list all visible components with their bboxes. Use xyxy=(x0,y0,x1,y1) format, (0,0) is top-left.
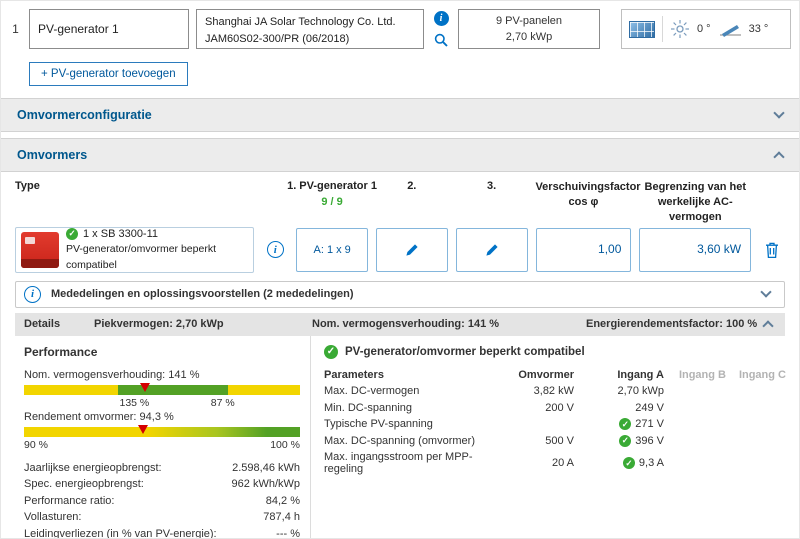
list-item: Vollasturen: 787,4 h xyxy=(24,511,300,524)
details-toggle-bar[interactable]: Details Piekvermogen: 2,70 kWp Nom. verm… xyxy=(15,312,785,336)
section-omvormerconfiguratie[interactable]: Omvormerconfiguratie xyxy=(1,98,799,132)
pv-panel-icon xyxy=(629,20,655,38)
energy-factor-summary: Energierendementsfactor: 100 % xyxy=(586,318,758,331)
generator3-edit-button[interactable] xyxy=(455,227,528,272)
table-row-label: Max. DC-spanning (omvormer) xyxy=(324,434,475,447)
compatibility-status: ✓ PV-generator/omvormer beperkt compatib… xyxy=(324,344,786,359)
column-header: Ingang A xyxy=(617,368,664,381)
inverter-table-header: Type 1. PV-generator 1 9 / 9 2. 3. Versc… xyxy=(15,177,785,225)
performance-stats: Jaarlijkse energieopbrengst: 2.598,46 kWh… xyxy=(24,460,300,539)
list-item: Performance ratio: 84,2 % xyxy=(24,494,300,507)
info-icon[interactable]: i xyxy=(433,11,449,26)
check-icon: ✓ xyxy=(66,227,78,240)
col-cos-phi-header: Verschuivingsfactor cos φ xyxy=(535,181,641,208)
table-row-label: Max. DC-vermogen xyxy=(324,385,420,398)
inverter-info-icon[interactable]: i xyxy=(266,241,284,259)
check-icon: ✓ xyxy=(619,418,632,431)
messages-toggle-bar[interactable]: i Mededelingen en oplossingsvoorstellen … xyxy=(15,280,785,308)
panel-power: 2,70 kWp xyxy=(505,31,553,43)
table-row-label: Min. DC-spanning xyxy=(324,401,413,414)
inverter-efficiency-gauge xyxy=(24,424,300,437)
gauge-tick-label: 135 % xyxy=(119,396,150,409)
panel-count-box[interactable]: 9 PV-panelen 2,70 kWp xyxy=(458,9,600,49)
search-icon[interactable] xyxy=(434,33,448,47)
inverter-status: PV-generator/omvormer beperkt compatibel xyxy=(66,243,216,271)
performance-title: Performance xyxy=(24,344,98,359)
module-actions: i xyxy=(431,9,451,49)
inverter-row: ✓ 1 x SB 3300-11 PV-generator/omvormer b… xyxy=(15,226,785,273)
gauge-marker xyxy=(137,424,148,434)
performance-panel: Performance Nom. vermogensverhouding: 14… xyxy=(15,335,311,539)
gauge-max-label: 100 % xyxy=(270,438,300,451)
details-title: Details xyxy=(24,318,61,331)
generator2-edit-button[interactable] xyxy=(376,227,448,272)
efficiency-gauge-label: Rendement omvormer: 94,3 % xyxy=(24,410,174,423)
panel-count: 9 PV-panelen xyxy=(495,14,563,27)
table-row-label: Max. ingangsstroom per MPP-regeling xyxy=(324,451,473,476)
orientation-box[interactable]: 0 ° 33 ° xyxy=(621,9,791,49)
inverter-image xyxy=(21,231,59,268)
tilt-angle-icon xyxy=(719,25,741,37)
chevron-up-icon[interactable] xyxy=(762,320,774,332)
pv-generator-panel: 1 Shanghai JA Solar Technology Co. Ltd. … xyxy=(1,1,799,98)
module-manufacturer: Shanghai JA Solar Technology Co. Ltd. xyxy=(205,16,396,28)
parameters-table: Parameters Omvormer Ingang A Ingang B In… xyxy=(324,368,786,476)
peak-power-summary: Piekvermogen: 2,70 kWp xyxy=(94,318,224,331)
pencil-icon xyxy=(406,243,418,256)
nominal-ratio-summary: Nom. vermogensverhouding: 141 % xyxy=(312,318,500,331)
check-icon: ✓ xyxy=(622,457,635,470)
table-row-label: Typische PV-spanning xyxy=(324,418,433,431)
column-header: Parameters xyxy=(324,368,384,381)
gauge-min-label: 90 % xyxy=(24,438,48,451)
inverters-content: Type 1. PV-generator 1 9 / 9 2. 3. Versc… xyxy=(1,172,799,539)
check-icon: ✓ xyxy=(619,434,632,447)
sun-azimuth-icon xyxy=(671,20,689,38)
module-type: JAM60S02-300/PR (06/2018) xyxy=(205,32,350,45)
info-icon: i xyxy=(24,285,41,303)
chevron-down-icon[interactable] xyxy=(773,107,785,119)
tilt-value: 33 ° xyxy=(748,23,769,35)
col-generator1-header: 1. PV-generator 1 9 / 9 xyxy=(287,180,377,208)
divider xyxy=(1,132,799,138)
module-select-box[interactable]: Shanghai JA Solar Technology Co. Ltd. JA… xyxy=(196,9,424,49)
column-header: Ingang B xyxy=(678,368,726,381)
ac-limit-field[interactable]: 3,60 kW xyxy=(639,227,752,272)
col-generator3-header: 3. xyxy=(486,180,497,192)
inverter-name: 1 x SB 3300-11 xyxy=(83,227,159,240)
trash-icon[interactable] xyxy=(764,241,780,259)
col-generator2-header: 2. xyxy=(407,180,417,192)
column-header: Ingang C xyxy=(738,368,786,381)
section-title: Omvormers xyxy=(17,148,88,162)
pencil-icon xyxy=(486,243,498,256)
pv-generator-row: 1 Shanghai JA Solar Technology Co. Ltd. … xyxy=(9,9,791,49)
divider xyxy=(662,16,663,42)
column-header: Omvormer xyxy=(518,368,574,381)
chevron-up-icon[interactable] xyxy=(773,151,785,163)
check-icon: ✓ xyxy=(324,344,338,359)
gauge-tick-label: 87 % xyxy=(210,396,235,409)
section-title: Omvormerconfiguratie xyxy=(17,108,152,122)
nom-ratio-gauge xyxy=(24,382,300,395)
generator1-count-badge: 9 / 9 xyxy=(321,196,343,208)
cos-phi-field[interactable]: 1,00 xyxy=(535,227,632,272)
list-item: Jaarlijkse energieopbrengst: 2.598,46 kWh xyxy=(24,461,300,474)
generator-name-input[interactable] xyxy=(29,9,189,49)
list-item: Spec. energieopbrengst: 962 kWh/kWp xyxy=(24,478,300,491)
input-a-field[interactable]: A: 1 x 9 xyxy=(296,227,369,272)
col-type-header: Type xyxy=(15,180,40,192)
nom-ratio-gauge-label: Nom. vermogensverhouding: 141 % xyxy=(24,368,200,381)
details-body: Performance Nom. vermogensverhouding: 14… xyxy=(15,335,788,539)
azimuth-value: 0 ° xyxy=(697,23,711,35)
gauge-marker xyxy=(140,382,151,392)
section-omvormers[interactable]: Omvormers xyxy=(1,138,799,172)
chevron-down-icon[interactable] xyxy=(760,286,772,298)
inverter-select-box[interactable]: ✓ 1 x SB 3300-11 PV-generator/omvormer b… xyxy=(15,226,255,273)
messages-label: Mededelingen en oplossingsvoorstellen (2… xyxy=(51,288,354,301)
compatibility-panel: ✓ PV-generator/omvormer beperkt compatib… xyxy=(311,336,788,538)
generator-index: 1 xyxy=(12,22,19,36)
col-ac-limit-header: Begrenzing van het werkelijke AC-vermoge… xyxy=(644,181,746,223)
list-item: Leidingverliezen (in % van PV-energie): -… xyxy=(24,527,300,539)
add-generator-button[interactable]: + PV-generator toevoegen xyxy=(29,62,188,86)
